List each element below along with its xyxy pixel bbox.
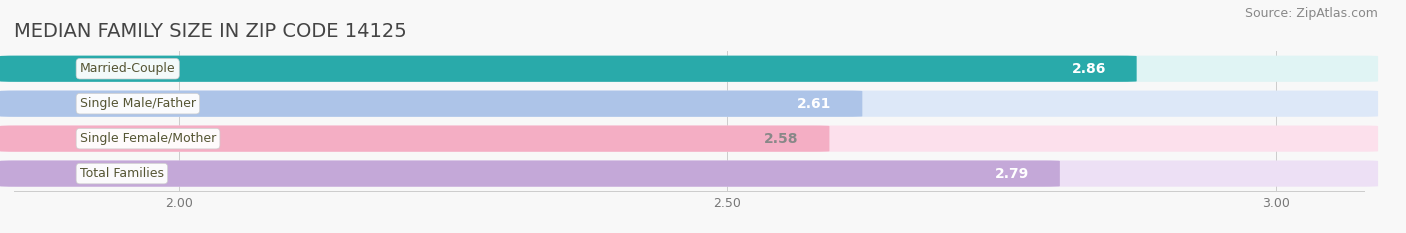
Text: Single Male/Father: Single Male/Father [80, 97, 195, 110]
FancyBboxPatch shape [0, 56, 1378, 82]
Text: Total Families: Total Families [80, 167, 165, 180]
FancyBboxPatch shape [0, 56, 1136, 82]
FancyBboxPatch shape [0, 126, 830, 152]
Text: 2.79: 2.79 [995, 167, 1029, 181]
Text: Married-Couple: Married-Couple [80, 62, 176, 75]
FancyBboxPatch shape [0, 126, 1378, 152]
Text: MEDIAN FAMILY SIZE IN ZIP CODE 14125: MEDIAN FAMILY SIZE IN ZIP CODE 14125 [14, 22, 406, 41]
FancyBboxPatch shape [0, 91, 862, 117]
Text: 2.58: 2.58 [765, 132, 799, 146]
Text: 2.61: 2.61 [797, 97, 831, 111]
Text: 2.86: 2.86 [1071, 62, 1107, 76]
Text: Single Female/Mother: Single Female/Mother [80, 132, 217, 145]
Text: Source: ZipAtlas.com: Source: ZipAtlas.com [1244, 7, 1378, 20]
FancyBboxPatch shape [0, 91, 1378, 117]
FancyBboxPatch shape [0, 161, 1378, 187]
FancyBboxPatch shape [0, 161, 1060, 187]
